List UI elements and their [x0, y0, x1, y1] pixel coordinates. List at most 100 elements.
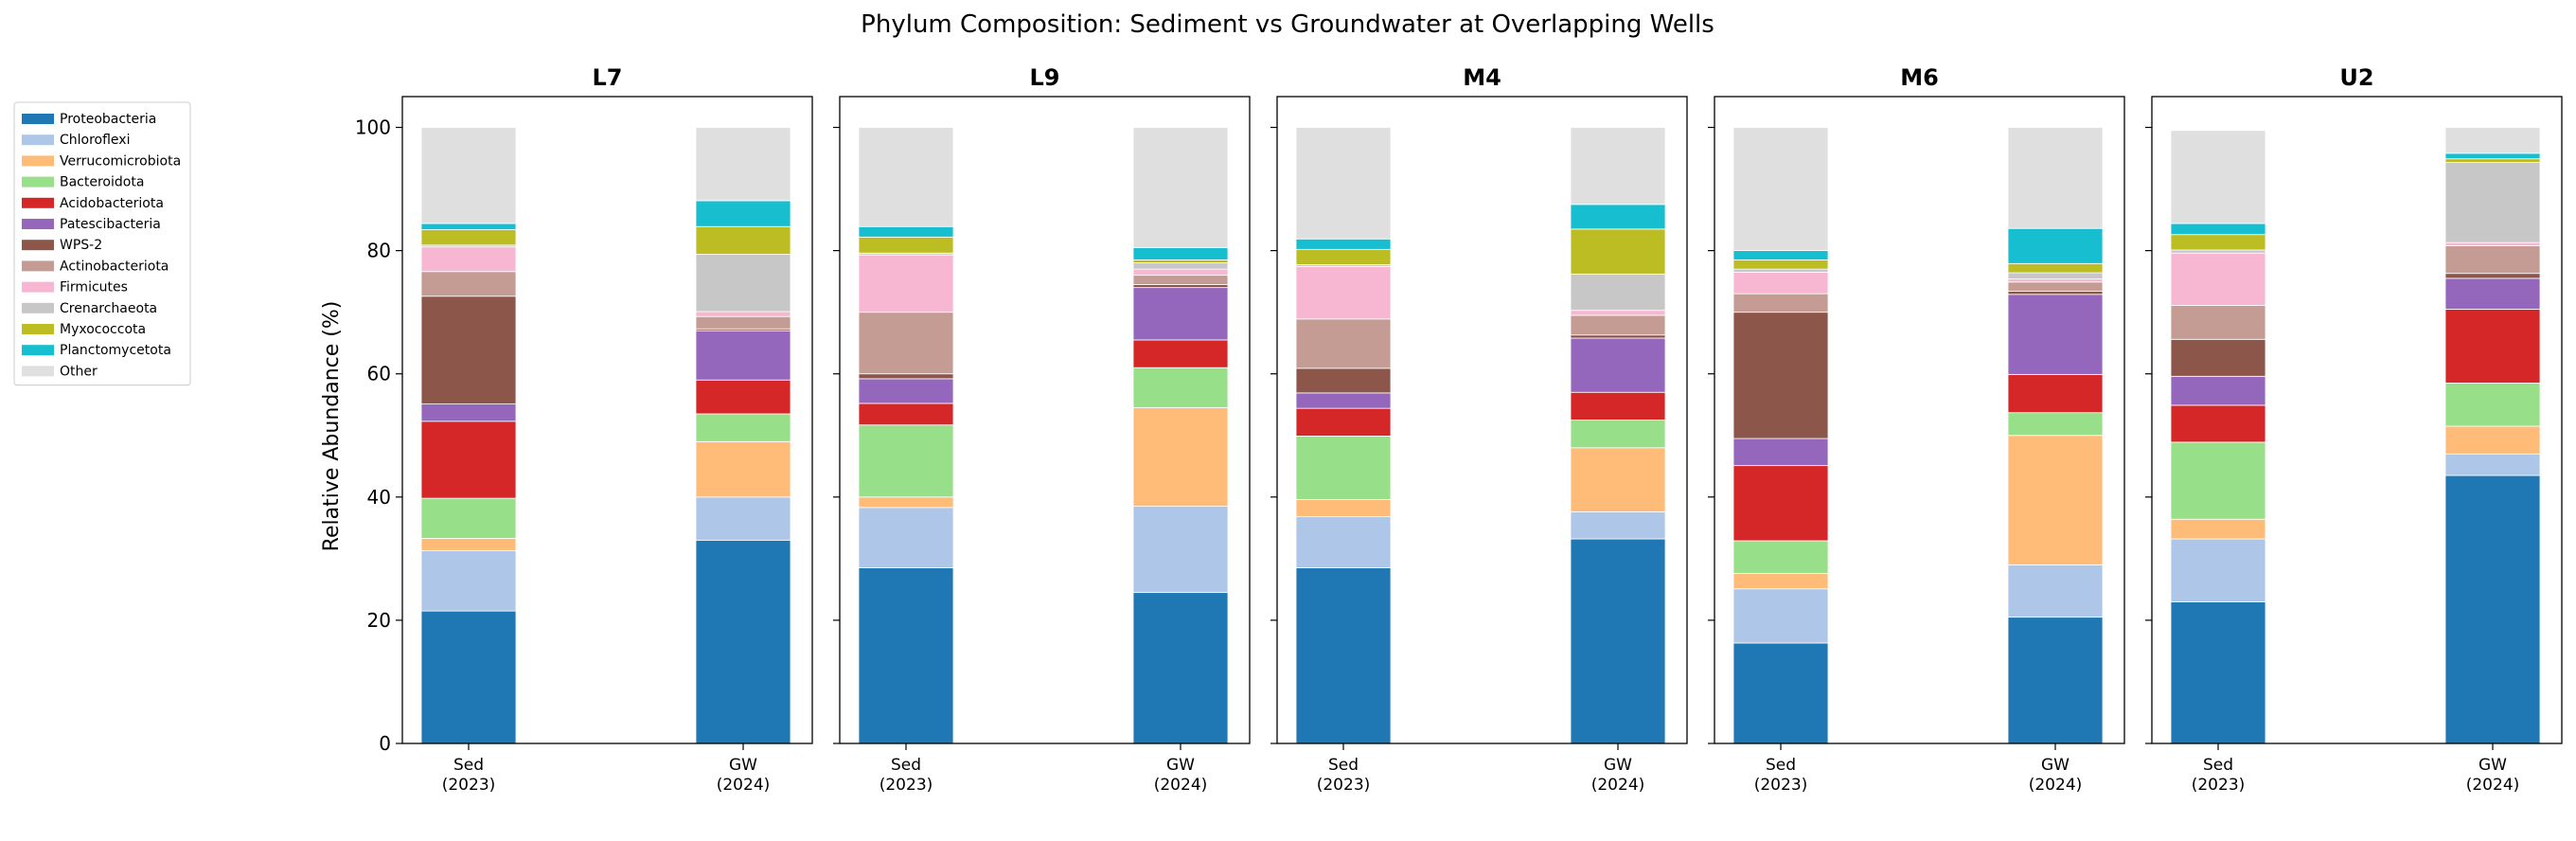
bar-segment-acidobacteriota	[858, 403, 954, 426]
bar-u2-gw	[2444, 127, 2541, 744]
legend-swatch	[22, 324, 54, 334]
bar-segment-firmicutes	[1132, 268, 1229, 277]
bar-segment-proteobacteria	[2444, 474, 2541, 744]
bar-segment-chloroflexi	[2170, 538, 2266, 602]
bar-m4-gw	[1570, 127, 1666, 744]
bar-segment-other	[695, 127, 791, 202]
bar-segment-planctomycetota	[858, 225, 954, 238]
bar-segment-firmicutes	[420, 246, 517, 273]
bar-segment-chloroflexi	[1570, 511, 1666, 540]
panel-title: M6	[1900, 64, 1939, 91]
bar-l9-sed	[858, 127, 954, 744]
legend-label: Firmicutes	[60, 280, 128, 295]
bar-segment-verrucomicrobiota	[2170, 518, 2266, 540]
bar-segment-verrucomicrobiota	[420, 537, 517, 551]
y-tick-label: 40	[367, 486, 391, 509]
panel-title: M4	[1463, 64, 1501, 91]
bar-segment-wps-2	[2444, 273, 2541, 279]
bar-segment-bacteroidota	[1295, 436, 1392, 500]
bar-segment-chloroflexi	[858, 507, 954, 569]
bar-segment-bacteroidota	[2170, 441, 2266, 520]
bar-segment-crenarchaeota	[2444, 162, 2541, 243]
bar-segment-myxococcota	[2170, 234, 2266, 251]
bar-segment-bacteroidota	[858, 424, 954, 498]
bar-segment-firmicutes	[2444, 242, 2541, 246]
legend-item-myxococcota: Myxococcota	[22, 322, 146, 337]
axes-frame	[839, 96, 1251, 744]
legend-item-acidobacteriota: Acidobacteriota	[22, 196, 164, 211]
panel-m4: Sed (2023) GW (2024) M4	[1270, 64, 1688, 795]
bar-segment-verrucomicrobiota	[1132, 407, 1229, 507]
bar-segment-bacteroidota	[2007, 412, 2104, 437]
legend-item-wps-2: WPS-2	[22, 238, 102, 253]
panel-title: U2	[2339, 64, 2373, 91]
legend-label: Patescibacteria	[60, 217, 161, 232]
legend-label: Verrucomicrobiota	[60, 153, 181, 169]
legend-label: Proteobacteria	[60, 112, 156, 127]
bar-segment-bacteroidota	[1732, 540, 1829, 574]
legend-item-firmicutes: Firmicutes	[22, 280, 128, 295]
legend-label: Actinobacteriota	[60, 259, 169, 274]
bar-segment-proteobacteria	[858, 567, 954, 744]
bar-m4-sed	[1295, 127, 1392, 744]
bar-segment-verrucomicrobiota	[1570, 447, 1666, 512]
bar-m6-gw	[2007, 127, 2104, 744]
legend-label: WPS-2	[60, 238, 102, 253]
bar-segment-actinobacteriota	[2170, 305, 2266, 340]
bar-segment-firmicutes	[695, 311, 791, 317]
bar-segment-actinobacteriota	[695, 315, 791, 330]
panel-title: L7	[593, 64, 623, 91]
y-axis-label: Relative Abundance (%)	[320, 301, 344, 552]
bar-segment-other	[858, 127, 954, 227]
bar-segment-bacteroidota	[1570, 420, 1666, 449]
bar-segment-planctomycetota	[1570, 204, 1666, 230]
bar-segment-myxococcota	[1732, 259, 1829, 270]
bar-segment-proteobacteria	[1570, 538, 1666, 744]
legend-item-bacteroidota: Bacteroidota	[22, 175, 144, 190]
axes-frame	[2151, 96, 2563, 744]
panel-title: L9	[1030, 64, 1060, 91]
bar-segment-firmicutes	[1732, 271, 1829, 295]
legend-label: Planctomycetota	[60, 343, 171, 358]
bar-segment-wps-2	[2170, 338, 2266, 377]
legend-swatch	[22, 260, 54, 272]
bar-segment-planctomycetota	[1295, 238, 1392, 250]
bar-segment-myxococcota	[695, 225, 791, 255]
bar-segment-firmicutes	[1570, 310, 1666, 316]
legend-label: Chloroflexi	[60, 133, 130, 148]
x-tick-label: GW (2024)	[1154, 756, 1208, 795]
bar-segment-actinobacteriota	[1132, 275, 1229, 285]
panel-m6: Sed (2023) GW (2024) M6	[1708, 64, 2125, 795]
bar-l7-gw	[695, 127, 791, 744]
x-tick-label: Sed (2023)	[2192, 756, 2246, 795]
bar-segment-chloroflexi	[1732, 588, 1829, 644]
bar-segment-chloroflexi	[420, 550, 517, 612]
legend-swatch	[22, 176, 54, 188]
bar-segment-planctomycetota	[420, 223, 517, 230]
x-tick-label: GW (2024)	[717, 756, 771, 795]
legend-item-crenarchaeota: Crenarchaeota	[22, 301, 157, 316]
bar-segment-other	[1570, 127, 1666, 206]
bar-segment-patescibacteria	[1295, 392, 1392, 409]
bar-segment-other	[2170, 130, 2266, 224]
bar-segment-actinobacteriota	[858, 312, 954, 375]
bar-segment-acidobacteriota	[2007, 373, 2104, 414]
bar-segment-wps-2	[1570, 334, 1666, 339]
bar-segment-crenarchaeota	[2170, 249, 2266, 254]
legend-label: Crenarchaeota	[60, 301, 157, 316]
bar-segment-actinobacteriota	[1295, 318, 1392, 369]
bar-segment-other	[1732, 127, 1829, 252]
y-tick-label: 80	[367, 240, 391, 262]
legend-swatch	[22, 345, 54, 356]
bar-segment-planctomycetota	[2170, 223, 2266, 236]
chart-title: Phylum Composition: Sediment vs Groundwa…	[861, 10, 1714, 39]
bar-segment-patescibacteria	[1132, 287, 1229, 341]
bar-segment-firmicutes	[858, 254, 954, 313]
bar-segment-chloroflexi	[695, 496, 791, 541]
bar-segment-chloroflexi	[2444, 453, 2541, 476]
bar-segment-other	[2444, 127, 2541, 154]
bar-segment-proteobacteria	[2007, 617, 2104, 744]
bar-segment-wps-2	[2007, 291, 2104, 295]
bar-segment-proteobacteria	[420, 610, 517, 744]
